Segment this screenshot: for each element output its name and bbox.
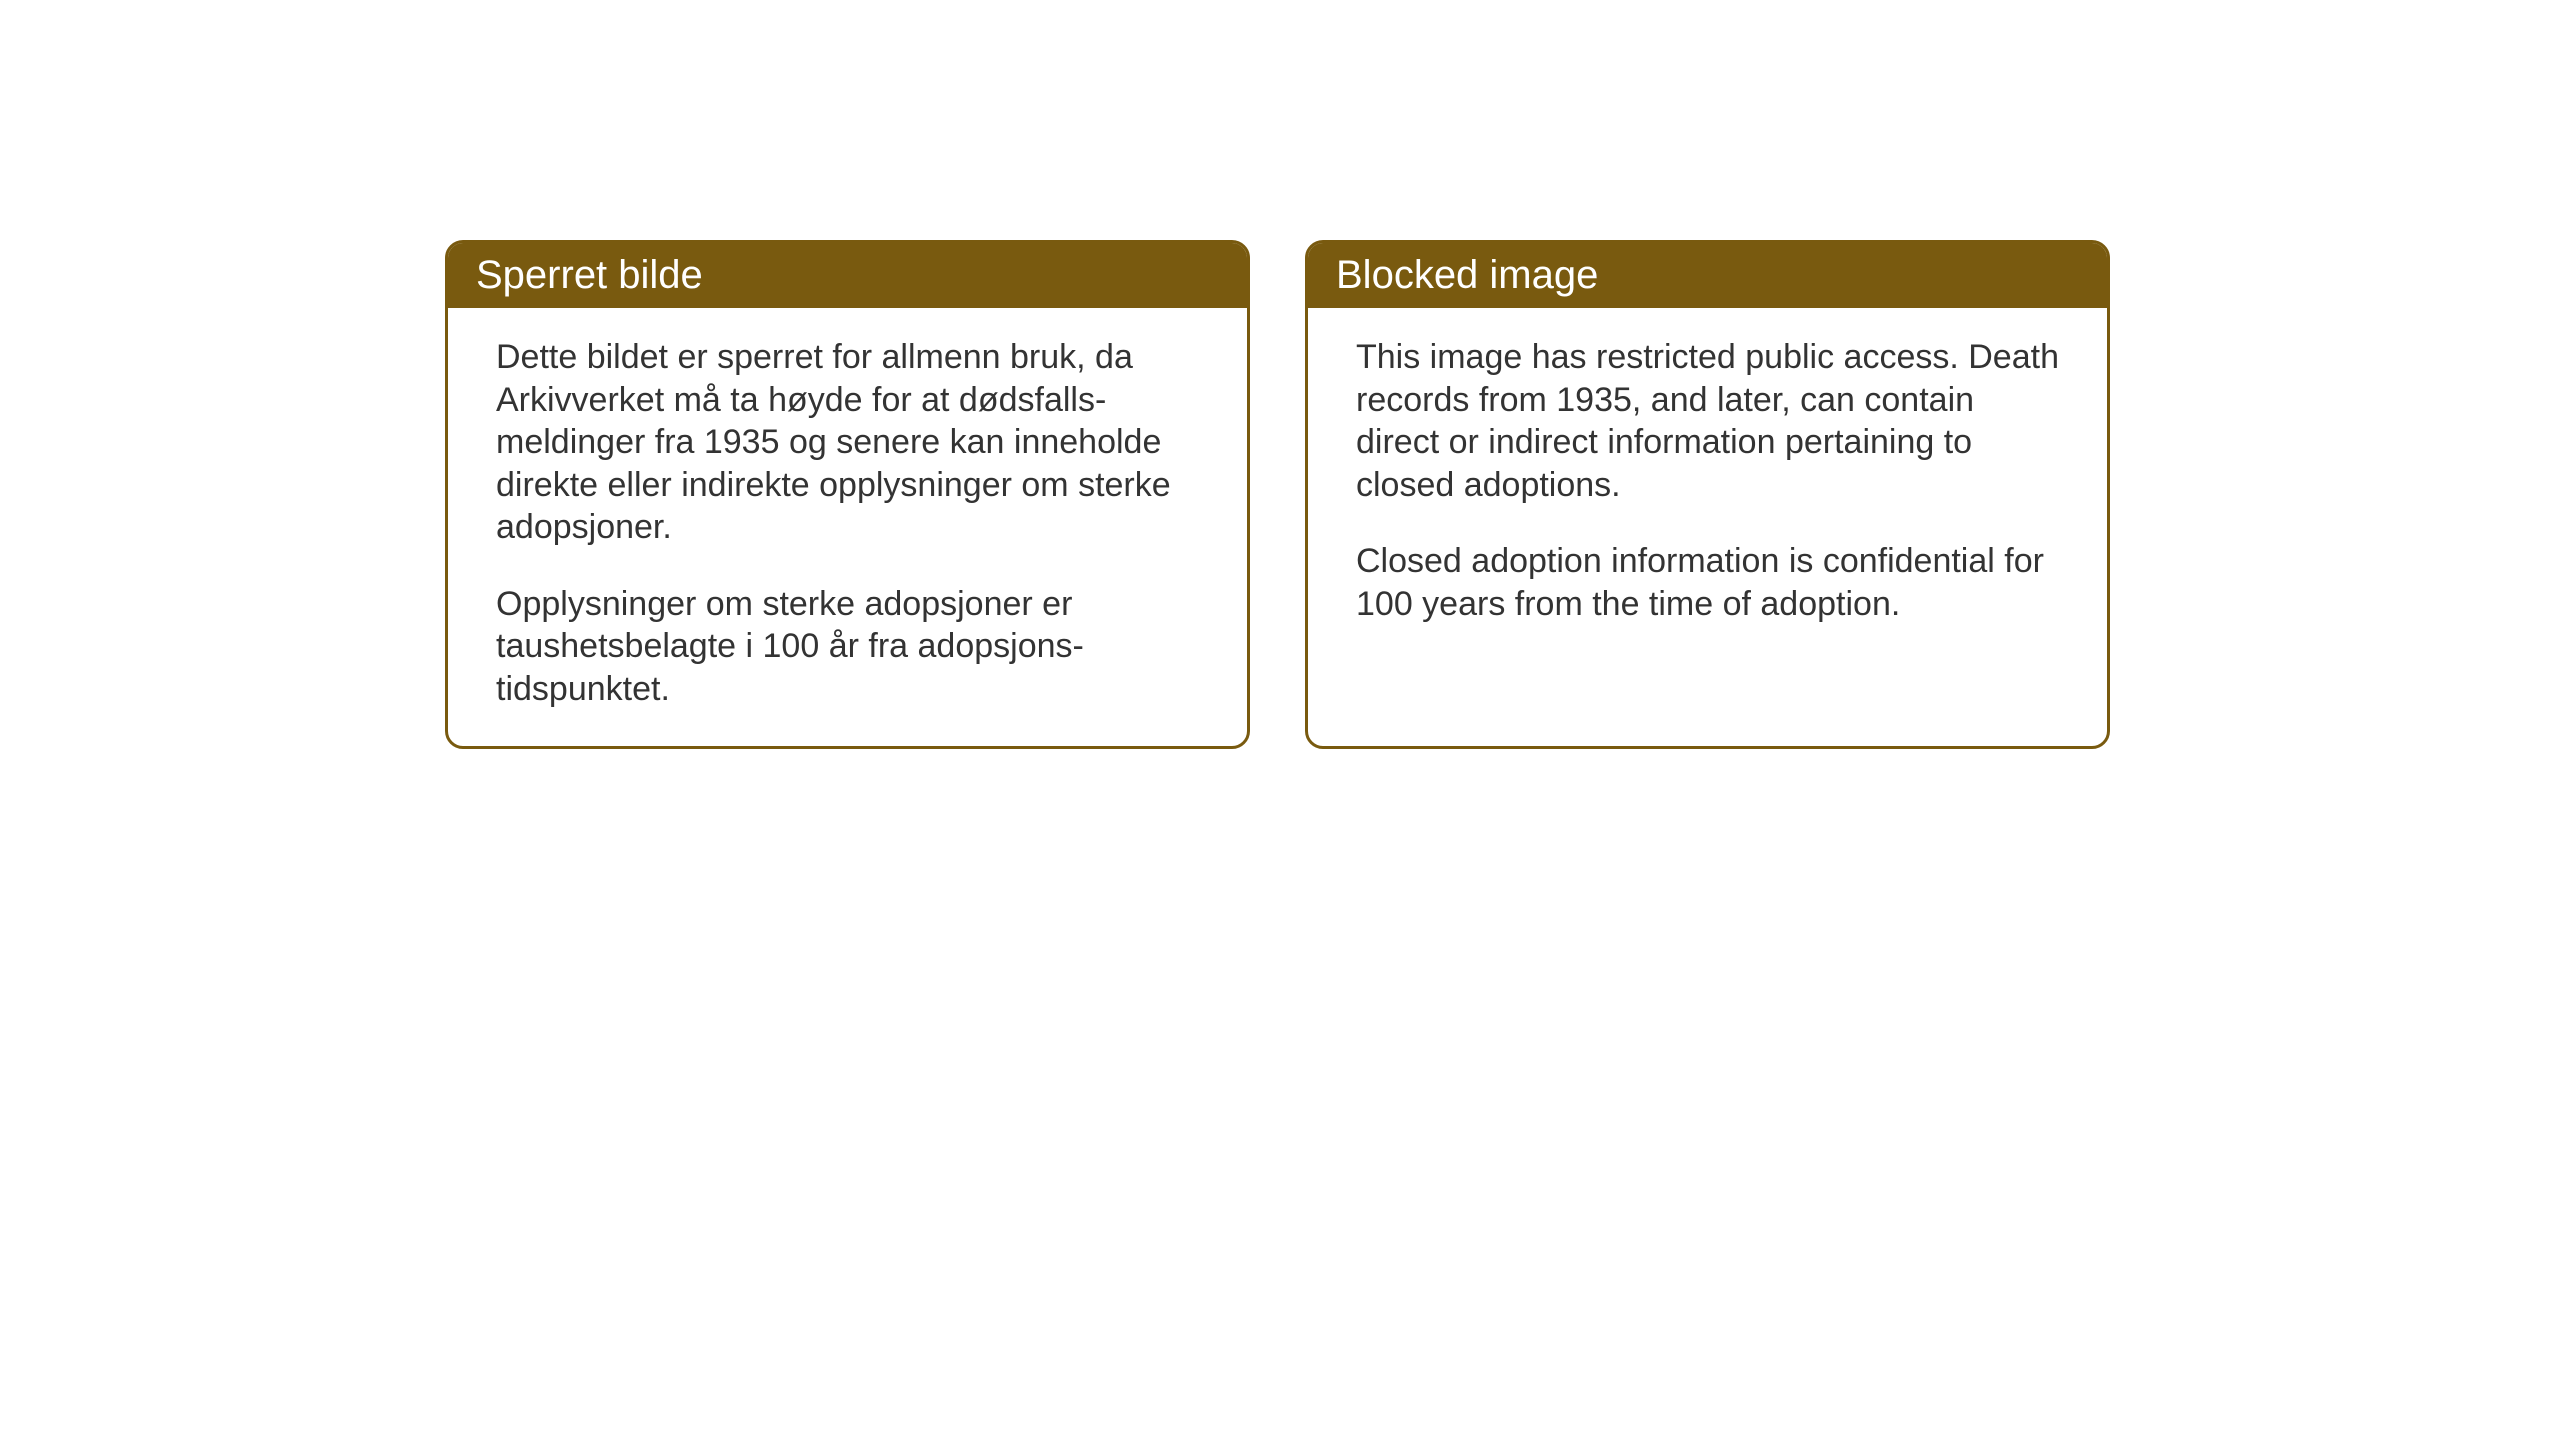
notice-container: Sperret bilde Dette bildet er sperret fo… (445, 240, 2110, 749)
card-title-english: Blocked image (1336, 253, 1598, 297)
card-body-norwegian: Dette bildet er sperret for allmenn bruk… (448, 308, 1247, 746)
card-title-norwegian: Sperret bilde (476, 253, 703, 297)
notice-card-norwegian: Sperret bilde Dette bildet er sperret fo… (445, 240, 1250, 749)
paragraph-norwegian-2: Opplysninger om sterke adopsjoner er tau… (496, 583, 1199, 711)
paragraph-english-1: This image has restricted public access.… (1356, 336, 2059, 506)
card-header-english: Blocked image (1308, 243, 2107, 308)
card-body-english: This image has restricted public access.… (1308, 308, 2107, 661)
notice-card-english: Blocked image This image has restricted … (1305, 240, 2110, 749)
paragraph-english-2: Closed adoption information is confident… (1356, 540, 2059, 625)
card-header-norwegian: Sperret bilde (448, 243, 1247, 308)
paragraph-norwegian-1: Dette bildet er sperret for allmenn bruk… (496, 336, 1199, 549)
